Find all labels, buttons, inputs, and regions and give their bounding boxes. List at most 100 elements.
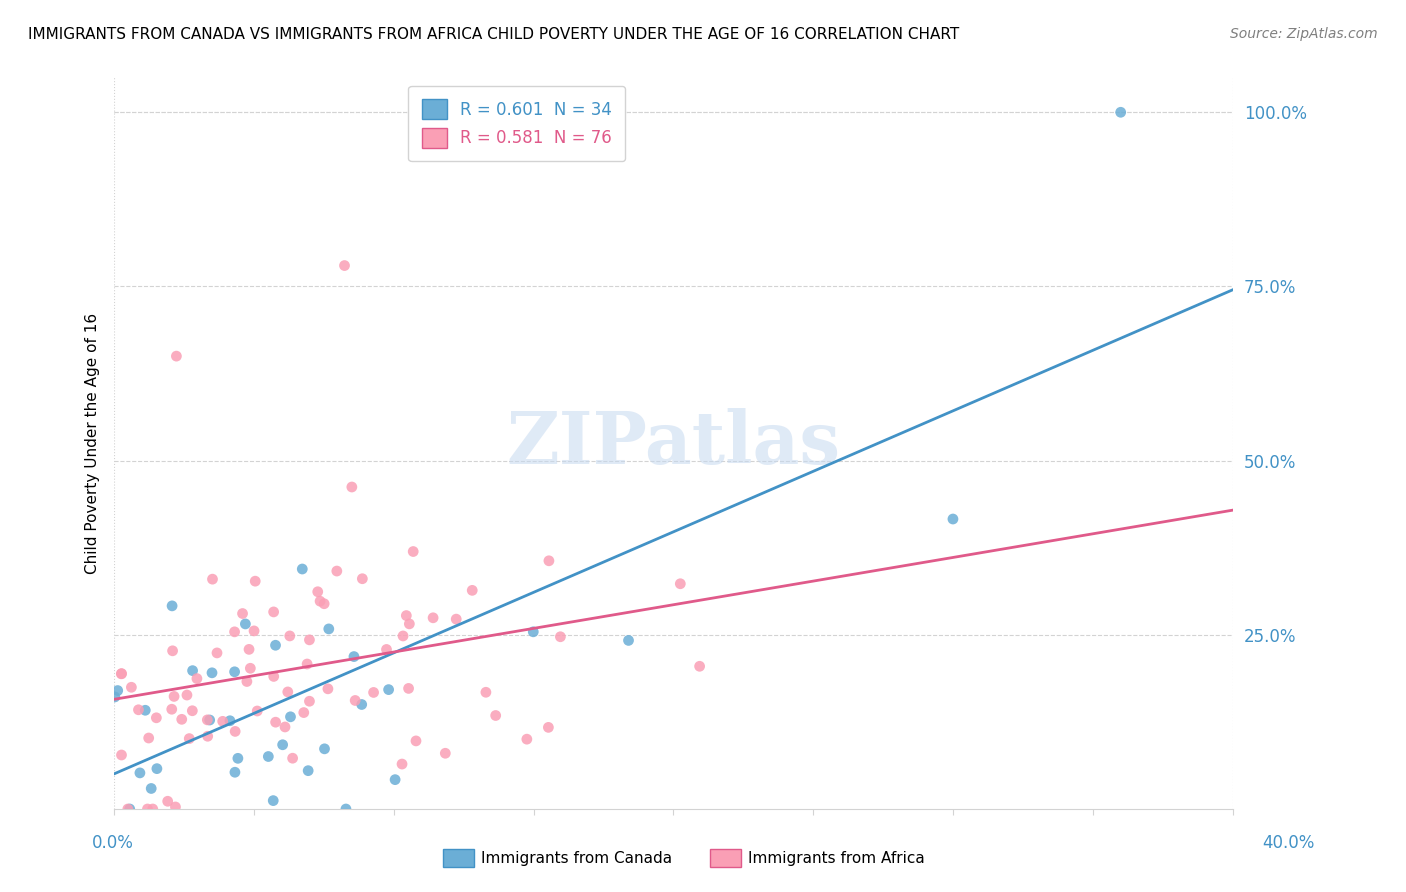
Text: IMMIGRANTS FROM CANADA VS IMMIGRANTS FROM AFRICA CHILD POVERTY UNDER THE AGE OF : IMMIGRANTS FROM CANADA VS IMMIGRANTS FRO… xyxy=(28,27,959,42)
Point xyxy=(170,712,193,726)
Point xyxy=(475,685,498,699)
Point xyxy=(110,666,132,681)
Point xyxy=(235,616,257,631)
Point xyxy=(264,715,287,730)
Point xyxy=(224,724,246,739)
Point xyxy=(298,632,321,647)
Point xyxy=(398,616,420,631)
Point xyxy=(292,706,315,720)
Point xyxy=(165,349,187,363)
Point xyxy=(434,746,457,760)
Point xyxy=(186,672,208,686)
Point xyxy=(350,698,373,712)
Point xyxy=(226,751,249,765)
Point xyxy=(278,629,301,643)
Point xyxy=(326,564,349,578)
Point xyxy=(195,713,218,727)
Point xyxy=(402,544,425,558)
Point xyxy=(224,665,246,679)
Point xyxy=(392,629,415,643)
Point xyxy=(205,646,228,660)
Point xyxy=(239,661,262,675)
Point xyxy=(550,630,572,644)
Point xyxy=(444,612,467,626)
Point xyxy=(271,738,294,752)
Point xyxy=(277,685,299,699)
Point xyxy=(405,734,427,748)
Point xyxy=(669,576,692,591)
Point xyxy=(142,802,165,816)
Point xyxy=(344,693,367,707)
Point xyxy=(307,584,329,599)
Point xyxy=(110,666,132,681)
Y-axis label: Child Poverty Under the Age of 16: Child Poverty Under the Age of 16 xyxy=(86,313,100,574)
Point xyxy=(145,711,167,725)
Point xyxy=(522,624,544,639)
Point xyxy=(291,562,314,576)
Point xyxy=(1109,105,1132,120)
Point xyxy=(485,708,508,723)
Point xyxy=(104,690,127,704)
Point xyxy=(297,764,319,778)
Point xyxy=(391,757,413,772)
Point xyxy=(398,681,420,696)
Point xyxy=(281,751,304,765)
Point xyxy=(246,704,269,718)
Point xyxy=(163,690,186,704)
Point xyxy=(120,680,142,694)
Point xyxy=(377,682,399,697)
Point xyxy=(181,664,204,678)
Point xyxy=(224,765,246,780)
Point xyxy=(224,624,246,639)
Point xyxy=(295,657,318,671)
Point xyxy=(129,765,152,780)
Point xyxy=(127,703,149,717)
Point xyxy=(201,572,224,586)
Point xyxy=(314,597,336,611)
Point xyxy=(316,681,339,696)
Text: Immigrants from Canada: Immigrants from Canada xyxy=(481,851,672,865)
Point xyxy=(280,710,302,724)
Point xyxy=(262,794,284,808)
Point xyxy=(689,659,711,673)
Point xyxy=(198,713,221,727)
Text: Immigrants from Africa: Immigrants from Africa xyxy=(748,851,925,865)
Point xyxy=(238,642,260,657)
Point xyxy=(384,772,406,787)
Point xyxy=(375,642,398,657)
Point xyxy=(160,702,183,716)
Point xyxy=(176,688,198,702)
Point xyxy=(179,731,201,746)
Point xyxy=(537,554,560,568)
Point xyxy=(333,259,356,273)
Text: Source: ZipAtlas.com: Source: ZipAtlas.com xyxy=(1230,27,1378,41)
Point xyxy=(516,732,538,747)
Point xyxy=(197,729,219,743)
Point xyxy=(352,572,374,586)
Point xyxy=(165,800,187,814)
Point xyxy=(340,480,363,494)
Point xyxy=(141,781,163,796)
Point xyxy=(219,714,242,728)
Point xyxy=(211,714,233,729)
Point xyxy=(181,704,204,718)
Point xyxy=(156,794,179,808)
Point xyxy=(110,747,132,762)
Point xyxy=(274,720,297,734)
Point xyxy=(309,594,332,608)
Point xyxy=(107,683,129,698)
Point xyxy=(617,633,640,648)
Text: 40.0%: 40.0% xyxy=(1263,834,1315,852)
Point xyxy=(118,802,141,816)
Point xyxy=(263,605,285,619)
Point xyxy=(232,607,254,621)
Point xyxy=(243,624,266,638)
Point xyxy=(318,622,340,636)
Point xyxy=(537,720,560,734)
Point xyxy=(363,685,385,699)
Point xyxy=(162,644,184,658)
Point xyxy=(314,741,336,756)
Point xyxy=(236,674,259,689)
Point xyxy=(117,802,139,816)
Point xyxy=(146,762,169,776)
